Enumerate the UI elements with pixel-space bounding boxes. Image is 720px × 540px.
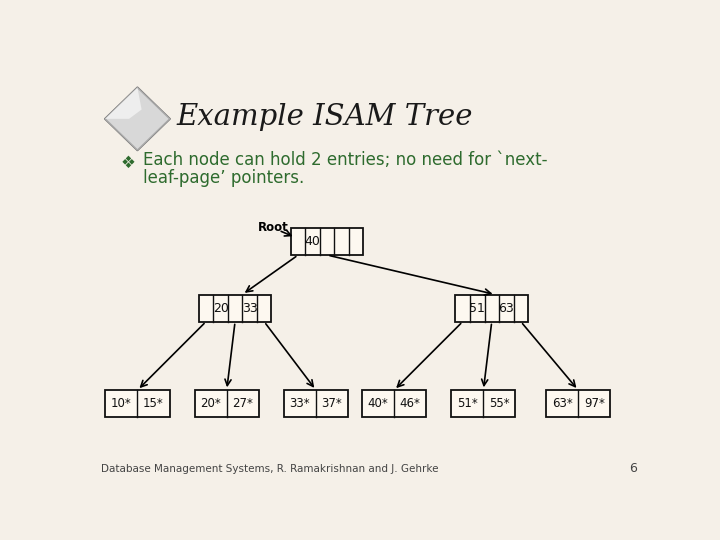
Text: Example ISAM Tree: Example ISAM Tree (176, 103, 473, 131)
Bar (362, 390, 426, 417)
Text: 97*: 97* (584, 397, 605, 410)
Bar (284, 390, 348, 417)
Text: 63*: 63* (552, 397, 572, 410)
Text: 46*: 46* (400, 397, 420, 410)
Text: 10*: 10* (111, 397, 132, 410)
Text: 55*: 55* (489, 397, 510, 410)
Text: 20: 20 (212, 301, 228, 314)
Bar (456, 294, 528, 321)
Text: 20*: 20* (200, 397, 221, 410)
Bar (291, 228, 364, 255)
Text: 15*: 15* (143, 397, 164, 410)
Polygon shape (105, 87, 170, 150)
Polygon shape (105, 87, 142, 119)
Text: 40*: 40* (368, 397, 389, 410)
Text: 40: 40 (305, 235, 320, 248)
Text: Database Management Systems, R. Ramakrishnan and J. Gehrke: Database Management Systems, R. Ramakris… (101, 464, 438, 474)
Bar (194, 390, 258, 417)
Bar (105, 390, 169, 417)
Bar (199, 294, 271, 321)
Text: 51*: 51* (457, 397, 478, 410)
Text: leaf-page’ pointers.: leaf-page’ pointers. (143, 169, 305, 187)
Text: 33*: 33* (289, 397, 310, 410)
Text: Root: Root (258, 221, 288, 234)
Bar (546, 390, 611, 417)
Text: 6: 6 (629, 462, 637, 475)
Text: ❖: ❖ (121, 153, 135, 172)
Text: Each node can hold 2 entries; no need for `next-: Each node can hold 2 entries; no need fo… (143, 151, 547, 170)
Bar (451, 390, 516, 417)
Text: 33: 33 (242, 301, 258, 314)
Text: 37*: 37* (322, 397, 343, 410)
Polygon shape (104, 87, 171, 151)
Text: 51: 51 (469, 301, 485, 314)
Text: 63: 63 (498, 301, 514, 314)
Text: 27*: 27* (233, 397, 253, 410)
